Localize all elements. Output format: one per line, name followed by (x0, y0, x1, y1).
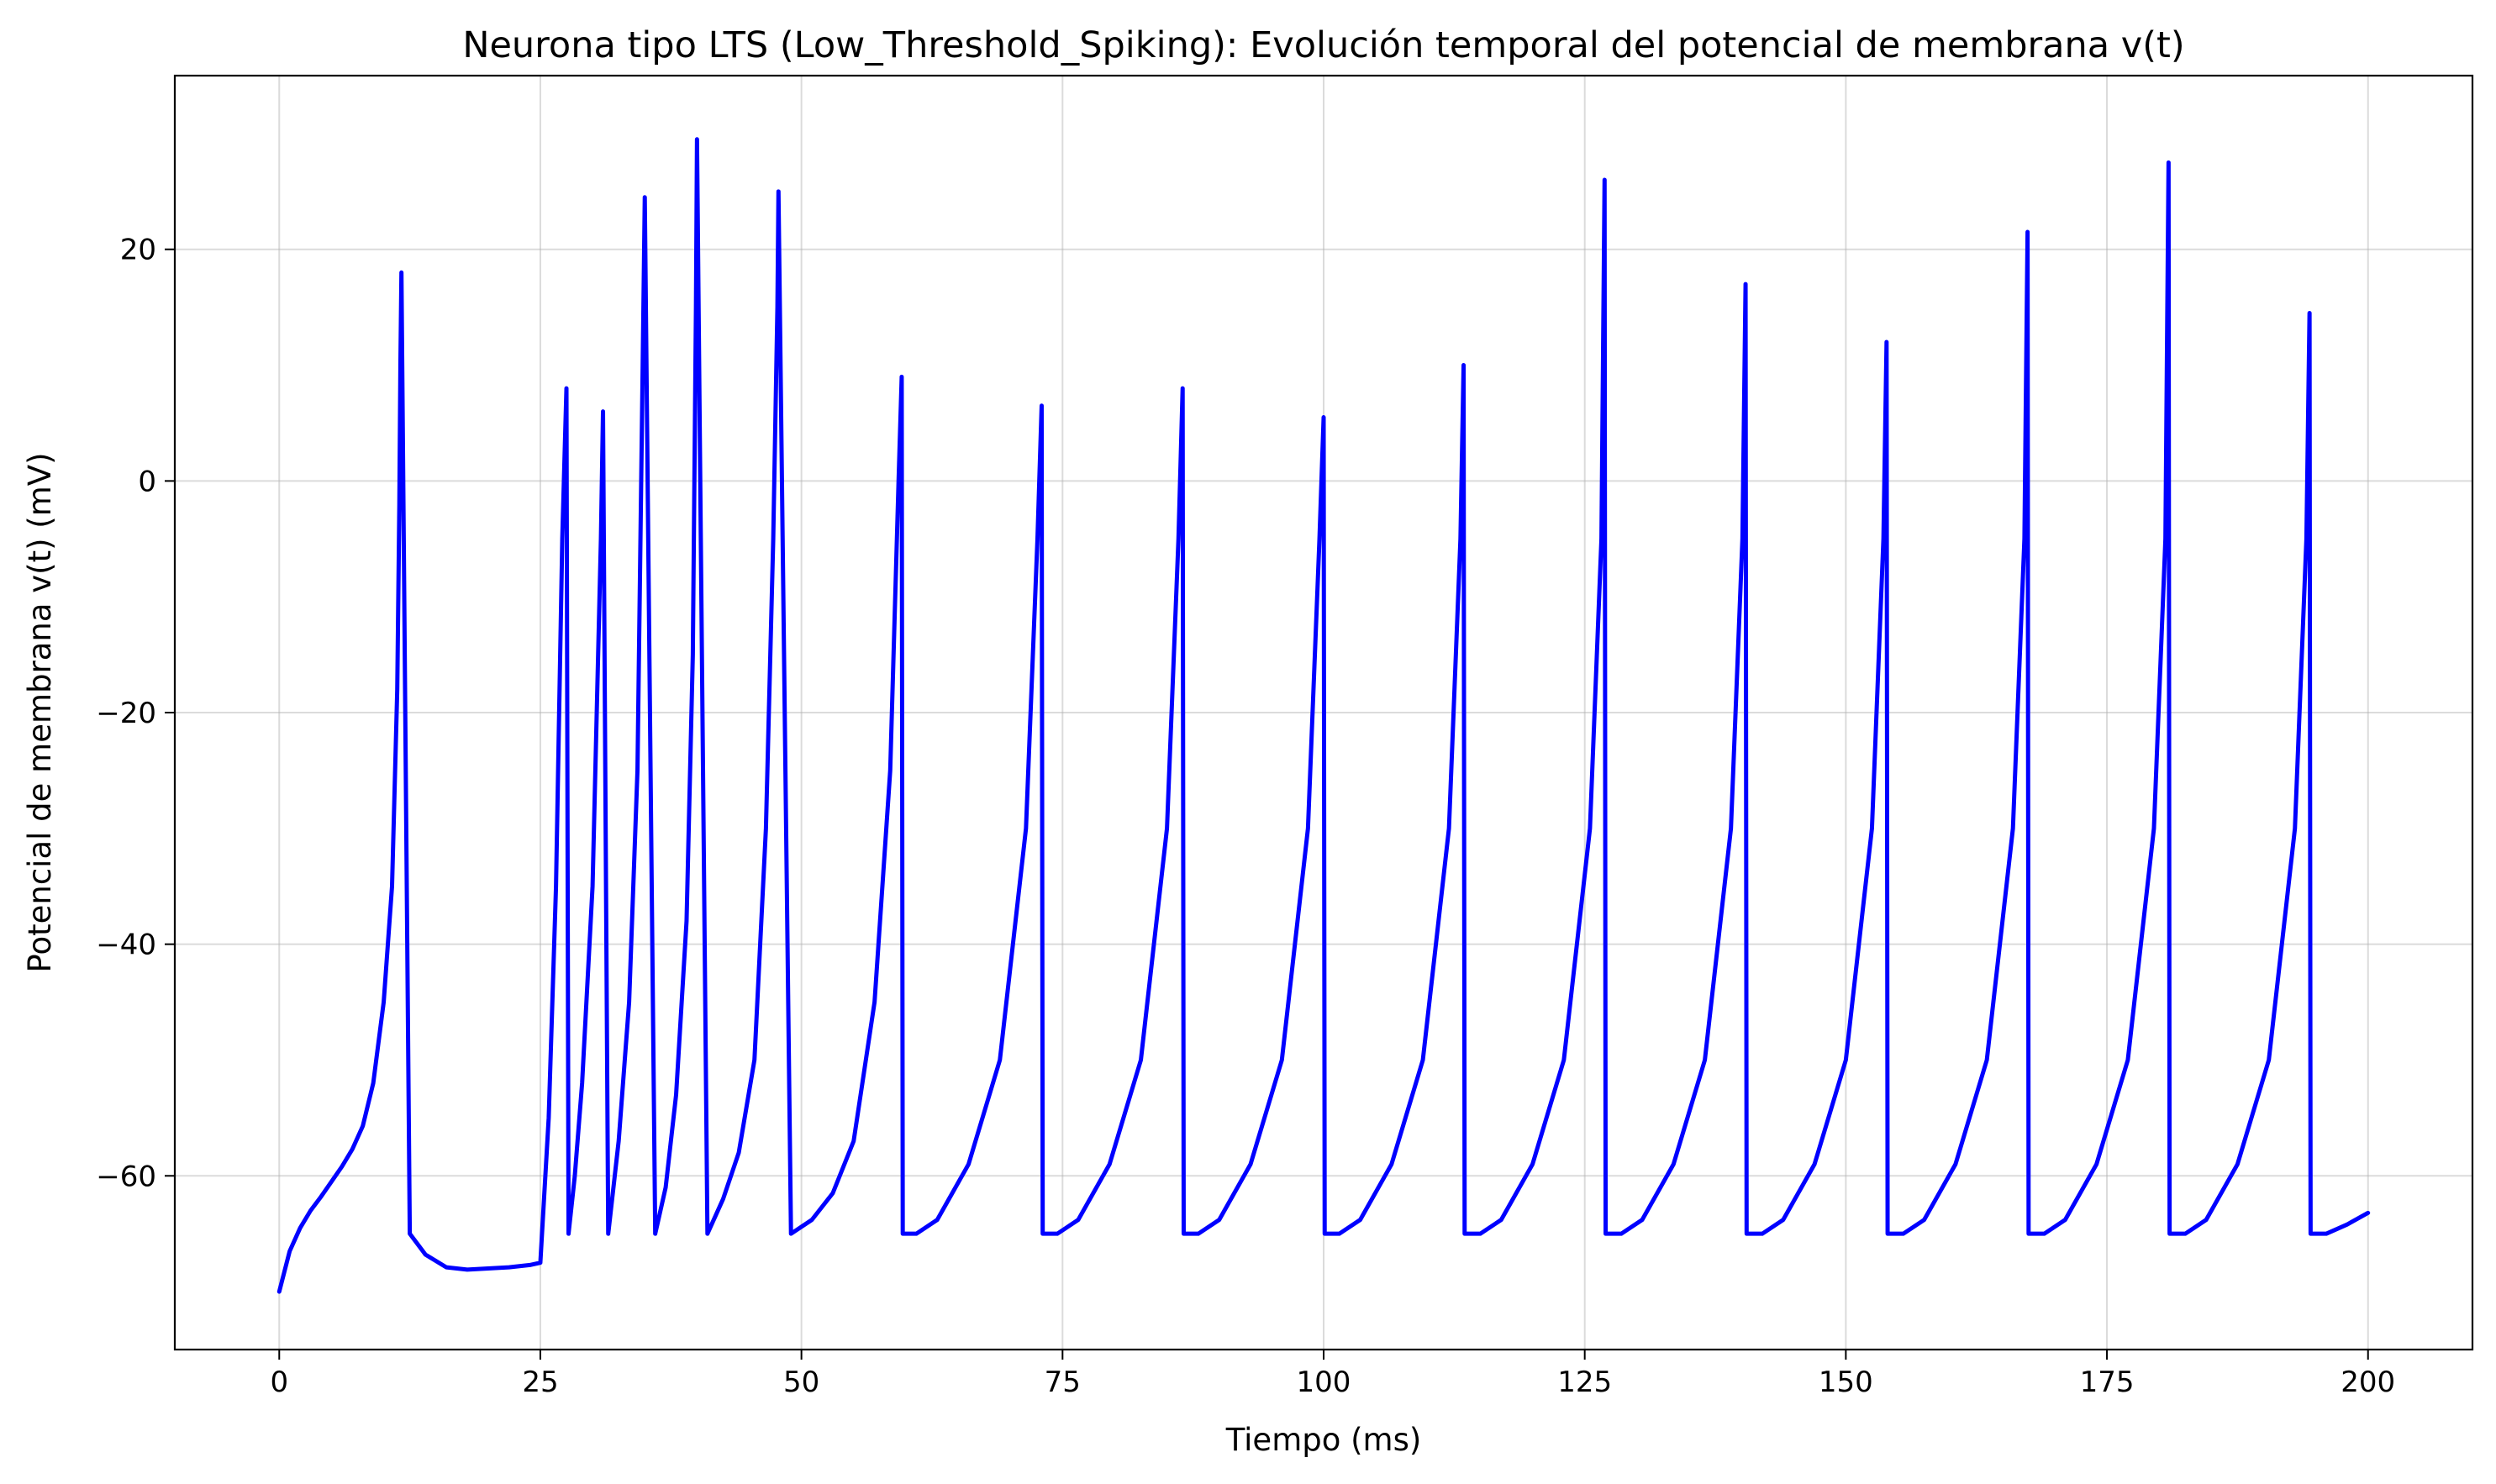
chart-title: Neurona tipo LTS (Low_Threshold_Spiking)… (462, 24, 2184, 66)
x-tick-label: 100 (1297, 1366, 1351, 1399)
y-tick-label: 20 (120, 234, 156, 267)
x-tick-label: 25 (522, 1366, 558, 1399)
y-tick-label: −20 (96, 697, 156, 730)
y-axis-title: Potencial de membrana v(t) (mV) (22, 452, 58, 972)
y-tick-label: 0 (138, 465, 156, 498)
x-tick-label: 50 (783, 1366, 819, 1399)
membrane-potential-line (276, 137, 2371, 1294)
y-tick-label: −40 (96, 929, 156, 962)
x-tick-label: 150 (1819, 1366, 1873, 1399)
x-tick-label: 75 (1045, 1366, 1081, 1399)
x-tick-label: 125 (1557, 1366, 1612, 1399)
x-tick-label: 0 (270, 1366, 288, 1399)
x-tick-label: 200 (2341, 1366, 2395, 1399)
data-line-layer (276, 137, 2371, 1294)
x-axis-title: Tiempo (ms) (1225, 1422, 1422, 1458)
y-tick-label: −60 (96, 1160, 156, 1193)
x-tick-label: 175 (2080, 1366, 2135, 1399)
tick-layer: 0 25 50 75 100 125 150 175 200 −60 −40 −20 0 20 (96, 234, 2395, 1399)
